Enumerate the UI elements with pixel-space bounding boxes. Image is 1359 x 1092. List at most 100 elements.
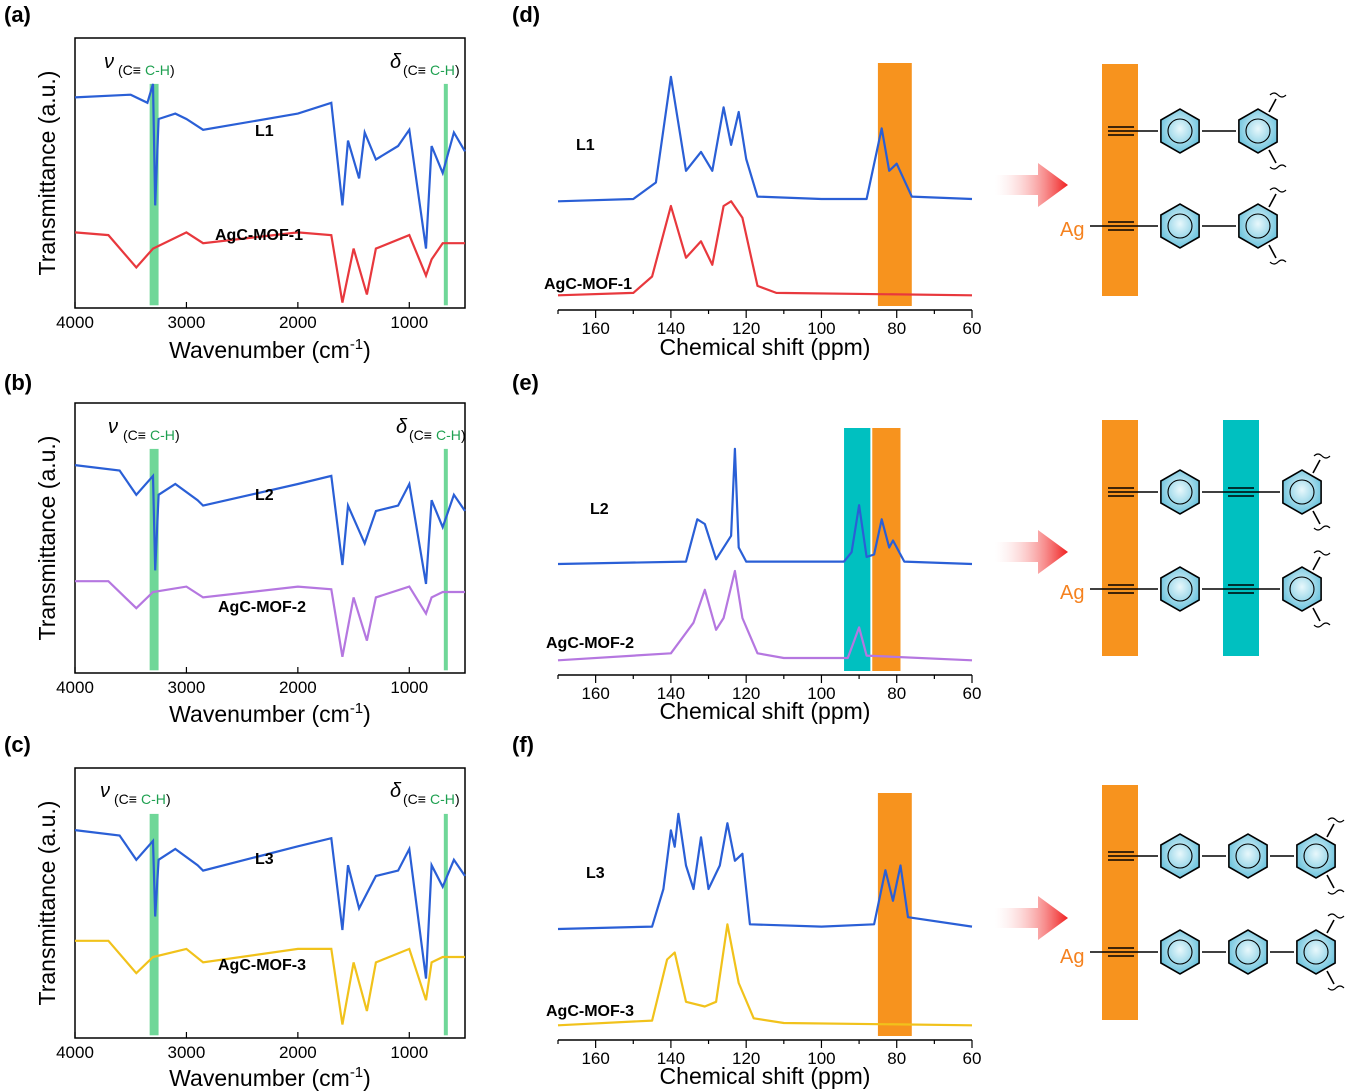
- wavy-bond: [1313, 622, 1331, 628]
- benzene-ring: [1296, 929, 1336, 975]
- svg-text:(C≡: (C≡: [118, 62, 141, 78]
- wavy-bond: [1269, 164, 1287, 170]
- series-line-agc-mof-2: [75, 580, 465, 658]
- y-axis-title: Transmittance (a.u.): [34, 436, 60, 641]
- wavy-bond: [1327, 985, 1345, 991]
- svg-text:): ): [166, 791, 171, 807]
- ring-aromatic-circle: [1289, 479, 1315, 505]
- benzene-ring: [1238, 108, 1278, 154]
- x-tick-label: 1000: [390, 1043, 428, 1062]
- ag-label: Ag: [1060, 582, 1084, 604]
- y-axis-title: Transmittance (a.u.): [34, 801, 60, 1006]
- ir-panel-b: 4000 3000 2000 1000 L2 AgC-MOF-2 ν (C≡ C-H …: [34, 402, 466, 727]
- panel-label-b: (b): [4, 370, 32, 395]
- x-tick-label: 2000: [279, 1043, 317, 1062]
- svg-text:C-H: C-H: [150, 427, 175, 443]
- svg-text:(C≡: (C≡: [403, 791, 426, 807]
- x-tick-label: 3000: [168, 313, 206, 332]
- delta-annotation: δ (C≡ C-H ): [390, 51, 460, 78]
- benzene-ring: [1160, 108, 1200, 154]
- single-bond: [1326, 874, 1335, 889]
- wavy-bond: [1313, 525, 1331, 531]
- series-label-agc-mof-1: AgC-MOF-1: [215, 227, 303, 244]
- ir-band-highlight: [443, 448, 448, 671]
- ring-aromatic-circle: [1167, 939, 1193, 965]
- series-line-l3: [557, 812, 973, 931]
- svg-text:ν: ν: [108, 416, 118, 438]
- svg-text:C-H: C-H: [145, 62, 170, 78]
- series-line-l1: [557, 75, 973, 203]
- series-line-l1: [74, 83, 466, 249]
- svg-text:(C≡: (C≡: [114, 791, 137, 807]
- ring-aromatic-circle: [1289, 576, 1315, 602]
- benzene-ring: [1228, 833, 1268, 879]
- nu-annotation: ν (C≡ C-H ): [104, 51, 175, 78]
- x-tick-label: 140: [657, 684, 685, 703]
- x-tick-label: 3000: [168, 678, 206, 697]
- series-line-agc-mof-3: [75, 939, 465, 1025]
- single-bond: [1268, 193, 1277, 208]
- single-bond: [1326, 823, 1335, 838]
- x-tick-label: 80: [887, 319, 906, 338]
- ir-band-highlight: [149, 813, 159, 1036]
- ring-aromatic-circle: [1303, 939, 1329, 965]
- ag-label: Ag: [1060, 219, 1084, 241]
- benzene-ring: [1160, 203, 1200, 249]
- ring-aromatic-circle: [1245, 213, 1271, 239]
- single-bond: [1312, 607, 1321, 622]
- series-line-agc-mof-1: [557, 200, 973, 297]
- x-tick-label: 3000: [168, 1043, 206, 1062]
- single-bond: [1268, 244, 1277, 259]
- ag-label: Ag: [1060, 946, 1084, 968]
- svg-text:): ): [170, 62, 175, 78]
- ring-aromatic-circle: [1167, 213, 1193, 239]
- delta-annotation: δ (C≡ C-H ): [390, 780, 460, 807]
- benzene-ring: [1160, 929, 1200, 975]
- series-line-agc-mof-1: [74, 231, 465, 303]
- ring-aromatic-circle: [1167, 118, 1193, 144]
- benzene-ring: [1282, 566, 1322, 612]
- ring-aromatic-circle: [1303, 843, 1329, 869]
- plot-frame: [74, 767, 466, 1039]
- benzene-ring: [1160, 566, 1200, 612]
- svg-text:ν: ν: [100, 780, 110, 802]
- svg-text:(C≡: (C≡: [409, 427, 432, 443]
- wavy-bond: [1313, 453, 1331, 459]
- svg-text:δ: δ: [396, 416, 408, 438]
- panel-label-e: (e): [512, 370, 539, 395]
- alkyne-band: [1102, 420, 1138, 656]
- benzene-ring: [1238, 203, 1278, 249]
- nu-annotation: ν (C≡ C-H ): [100, 780, 171, 807]
- svg-text:C-H: C-H: [436, 427, 461, 443]
- wavy-bond: [1269, 187, 1287, 193]
- benzene-ring: [1160, 833, 1200, 879]
- benzene-ring: [1296, 833, 1336, 879]
- ir-band-highlight: [443, 813, 448, 1036]
- svg-text:C-H: C-H: [141, 791, 166, 807]
- x-tick-label: 60: [963, 1049, 982, 1068]
- ir-panel-c: 4000 3000 2000 1000 L3 AgC-MOF-3 ν (C≡ C-H …: [34, 767, 466, 1091]
- svg-text:): ): [455, 791, 460, 807]
- benzene-ring: [1160, 469, 1200, 515]
- series-line-l3: [74, 829, 466, 979]
- x-tick-label: 120: [732, 319, 760, 338]
- svg-text:ν: ν: [104, 51, 114, 73]
- x-tick-label: 140: [657, 1049, 685, 1068]
- svg-text:): ): [455, 62, 460, 78]
- svg-text:(C≡: (C≡: [123, 427, 146, 443]
- nmr-panel-e: 160 140 120 100 80 60 L2 AgC-MOF-2 Chemical s…: [546, 428, 981, 724]
- wavy-bond: [1327, 889, 1345, 895]
- wavy-bond: [1269, 92, 1287, 98]
- single-bond: [1312, 556, 1321, 571]
- benzene-ring: [1282, 469, 1322, 515]
- single-bond: [1312, 459, 1321, 474]
- panel-label-c: (c): [4, 732, 31, 757]
- alkyne-band: [1102, 785, 1138, 1020]
- svg-text:C-H: C-H: [430, 62, 455, 78]
- series-label-agc-mof-2: AgC-MOF-2: [218, 599, 306, 616]
- alkyne-band: [1223, 420, 1259, 656]
- alkyne-band: [1102, 64, 1138, 296]
- series-label-l1: L1: [255, 123, 274, 140]
- ring-aromatic-circle: [1235, 843, 1261, 869]
